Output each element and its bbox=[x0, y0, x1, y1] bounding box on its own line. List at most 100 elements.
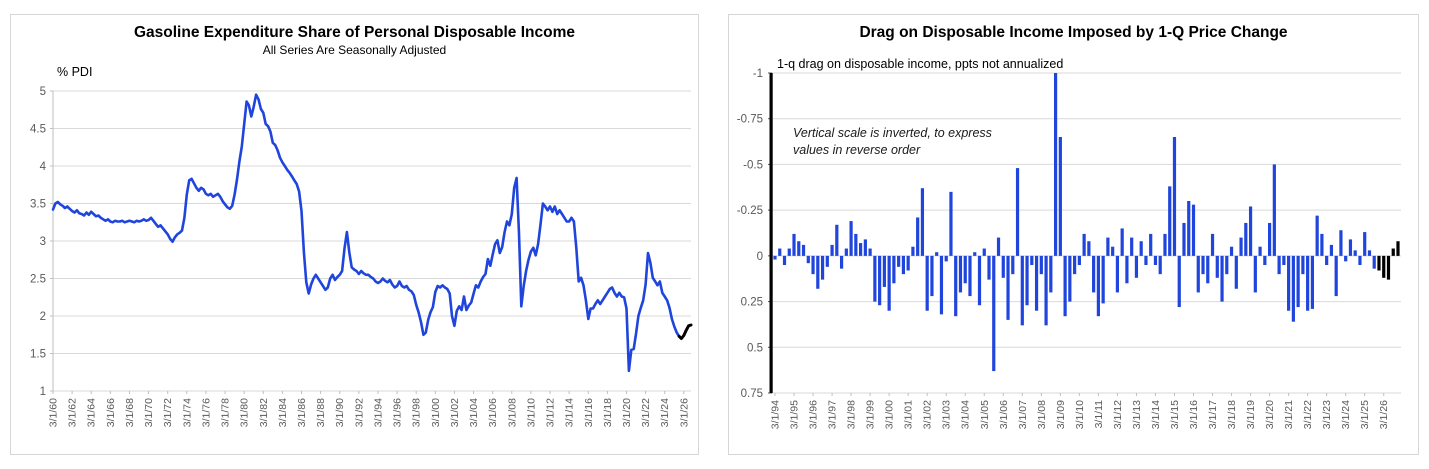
x-tick-label: 3/1/26 bbox=[678, 398, 690, 427]
bar bbox=[939, 255, 944, 315]
x-tick-label: 3/1/11 bbox=[1093, 400, 1105, 429]
bar bbox=[1210, 233, 1215, 256]
bar bbox=[1291, 255, 1295, 322]
bar bbox=[1296, 255, 1300, 308]
history-line-series bbox=[51, 93, 681, 373]
bar bbox=[1125, 255, 1129, 284]
bar bbox=[1196, 255, 1200, 293]
bar bbox=[1144, 255, 1148, 265]
bar bbox=[1258, 246, 1262, 256]
bar bbox=[1092, 255, 1096, 293]
x-axis-tick-labels: 3/1/60 3/1/62 3/1/64 3/1/66 3/1/68 3/1/70 3/1/… bbox=[48, 391, 690, 427]
x-tick-label: 3/1/25 bbox=[1359, 400, 1371, 429]
bar bbox=[797, 241, 801, 256]
bar bbox=[1201, 255, 1205, 275]
bar bbox=[830, 244, 834, 256]
x-tick-label: 3/1/18 bbox=[1226, 400, 1238, 429]
bar bbox=[1101, 255, 1105, 304]
bar bbox=[1115, 255, 1120, 293]
bar bbox=[1068, 255, 1072, 302]
bar bbox=[1234, 255, 1238, 289]
bar bbox=[954, 255, 958, 317]
bar bbox=[1372, 255, 1376, 269]
x-tick-label: 3/1/20 bbox=[1264, 400, 1276, 429]
annotation-line-2: values in reverse order bbox=[793, 142, 921, 157]
x-tick-label: 3/1/02 bbox=[449, 398, 461, 427]
x-tick-label: 3/1/74 bbox=[181, 398, 193, 427]
bar bbox=[1325, 255, 1329, 265]
bar bbox=[1163, 233, 1167, 256]
x-tick-label: 3/1/02 bbox=[922, 400, 934, 429]
bar bbox=[977, 255, 982, 306]
bar bbox=[925, 255, 929, 311]
bar bbox=[825, 255, 829, 267]
bar bbox=[1229, 246, 1234, 256]
bar bbox=[1034, 255, 1039, 311]
y-tick-label: 5 bbox=[40, 86, 46, 98]
bar bbox=[887, 255, 891, 311]
x-tick-label: 3/1/04 bbox=[468, 398, 480, 427]
bar bbox=[801, 244, 806, 256]
x-tick-label: 3/1/10 bbox=[1074, 400, 1086, 429]
gasoline-share-line-chart: 54.543.532.521.513/1/60 3/1/62 3/1/64 3/1/6… bbox=[30, 86, 693, 427]
x-tick-label: 3/1/96 bbox=[392, 398, 404, 427]
bar bbox=[1073, 255, 1077, 275]
bar bbox=[963, 255, 967, 284]
x-tick-label: 3/1/22 bbox=[1302, 400, 1314, 429]
bar bbox=[1253, 255, 1257, 293]
gasoline-chart-title: Gasoline Expenditure Share of Personal D… bbox=[133, 24, 576, 41]
bar bbox=[878, 255, 882, 306]
bar bbox=[778, 248, 782, 256]
bar bbox=[1263, 255, 1267, 265]
bar bbox=[949, 191, 953, 256]
bar bbox=[987, 255, 991, 280]
thick-y-axis-line bbox=[769, 73, 773, 393]
bar bbox=[1315, 215, 1319, 256]
bar bbox=[1044, 255, 1048, 326]
bar bbox=[1015, 168, 1020, 256]
bar bbox=[1182, 222, 1186, 256]
bar bbox=[1348, 239, 1353, 256]
y-tick-label: 0.5 bbox=[747, 342, 763, 354]
bar bbox=[935, 252, 939, 256]
bar bbox=[1334, 255, 1338, 297]
x-tick-label: 3/1/19 bbox=[1245, 400, 1257, 429]
x-tick-label: 3/1/13 bbox=[1131, 400, 1143, 429]
bar bbox=[1353, 250, 1357, 256]
bar bbox=[916, 217, 920, 256]
bar bbox=[1358, 255, 1362, 265]
bar bbox=[1077, 255, 1081, 265]
bar bbox=[835, 224, 839, 256]
gasoline-share-chart-panel: Gasoline Expenditure Share of Personal D… bbox=[10, 14, 699, 455]
bar bbox=[1344, 255, 1348, 262]
y-tick-label: 1.5 bbox=[30, 349, 46, 361]
x-tick-label: 3/1/98 bbox=[846, 400, 858, 429]
x-tick-label: 3/1/82 bbox=[258, 398, 270, 427]
bar bbox=[1191, 204, 1196, 256]
bar bbox=[1282, 255, 1286, 265]
bar bbox=[1215, 255, 1219, 278]
x-tick-label: 3/1/95 bbox=[789, 400, 801, 429]
x-tick-label: 3/1/72 bbox=[162, 398, 174, 427]
x-tick-label: 3/1/14 bbox=[1150, 400, 1162, 429]
x-tick-label: 3/1/76 bbox=[200, 398, 212, 427]
bar bbox=[1053, 73, 1058, 256]
bar bbox=[1329, 244, 1334, 256]
x-tick-label: 3/1/66 bbox=[105, 398, 117, 427]
y-axis-tick-labels: 5 4.5 4 3.5 3 2.5 2 1.5 1 bbox=[30, 86, 47, 398]
x-tick-label: 3/1/18 bbox=[602, 398, 614, 427]
x-tick-label: 3/1/62 bbox=[67, 398, 79, 427]
bar bbox=[1020, 255, 1024, 326]
bar bbox=[1363, 232, 1367, 256]
x-tick-label: 3/1/17 bbox=[1207, 400, 1219, 429]
forecast-bar bbox=[1382, 255, 1386, 278]
x-tick-label: 3/1/01 bbox=[903, 400, 915, 429]
bar bbox=[1367, 250, 1372, 256]
x-tick-label: 3/1/08 bbox=[1036, 400, 1048, 429]
x-axis-tick-labels: 3/1/94 3/1/95 3/1/96 3/1/97 3/1/98 3/1/99 3/1/… bbox=[770, 393, 1390, 429]
bar bbox=[1001, 255, 1005, 278]
y-tick-label: -0.5 bbox=[743, 159, 763, 171]
x-tick-label: 3/1/16 bbox=[1188, 400, 1200, 429]
bar bbox=[911, 246, 915, 256]
